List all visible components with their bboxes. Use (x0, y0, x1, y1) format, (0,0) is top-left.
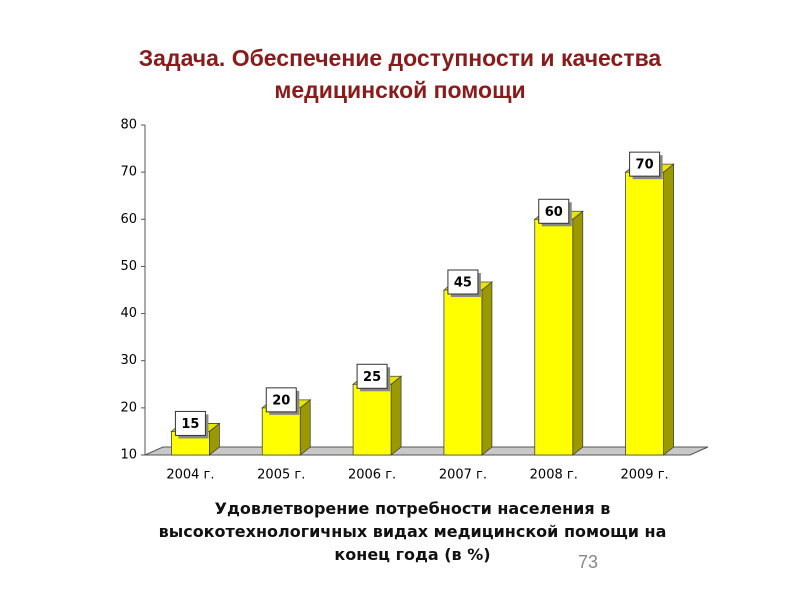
bar (534, 218, 574, 456)
x-tick-label: 2008 г. (530, 468, 578, 483)
x-axis-label: Удовлетворение потребности населения в в… (158, 499, 667, 564)
page-number: 73 (578, 552, 599, 572)
value-label: 60 (545, 205, 563, 220)
bar-side (572, 210, 584, 456)
value-label: 20 (272, 393, 290, 408)
bar-side (481, 281, 493, 456)
floor (144, 446, 709, 456)
bar (261, 407, 301, 456)
bar-side (390, 375, 402, 456)
bar-side (663, 163, 674, 456)
value-label: 45 (454, 276, 472, 291)
y-tick-label: 20 (120, 400, 137, 415)
value-label-box (356, 363, 388, 389)
y-tick-label: 50 (120, 259, 137, 274)
x-tick-label: 2007 г. (439, 468, 487, 483)
value-label-box (447, 269, 479, 295)
y-tick-label: 10 (120, 448, 137, 463)
bar (443, 289, 483, 456)
bar (625, 171, 664, 456)
x-tick-label: 2006 г. (348, 468, 396, 483)
value-label: 15 (181, 417, 199, 432)
value-label-box (265, 387, 297, 413)
y-tick-label: 40 (120, 306, 137, 321)
value-label-box (629, 151, 661, 177)
y-tick-label: 80 (120, 118, 137, 133)
y-tick-label: 60 (120, 212, 137, 227)
bar-side (299, 399, 311, 456)
y-tick-label: 70 (120, 165, 137, 180)
value-label: 25 (363, 370, 381, 385)
x-tick-label: 2004 г. (166, 468, 214, 483)
value-label-box (174, 410, 206, 436)
y-tick-label: 30 (120, 353, 137, 368)
value-label: 70 (636, 158, 654, 173)
x-tick-label: 2005 г. (257, 468, 305, 483)
value-label-box (538, 198, 570, 224)
x-tick-label: 2009 г. (620, 468, 668, 483)
chart-title: Задача. Обеспечение доступности и качест… (138, 45, 662, 103)
bar (352, 383, 392, 456)
